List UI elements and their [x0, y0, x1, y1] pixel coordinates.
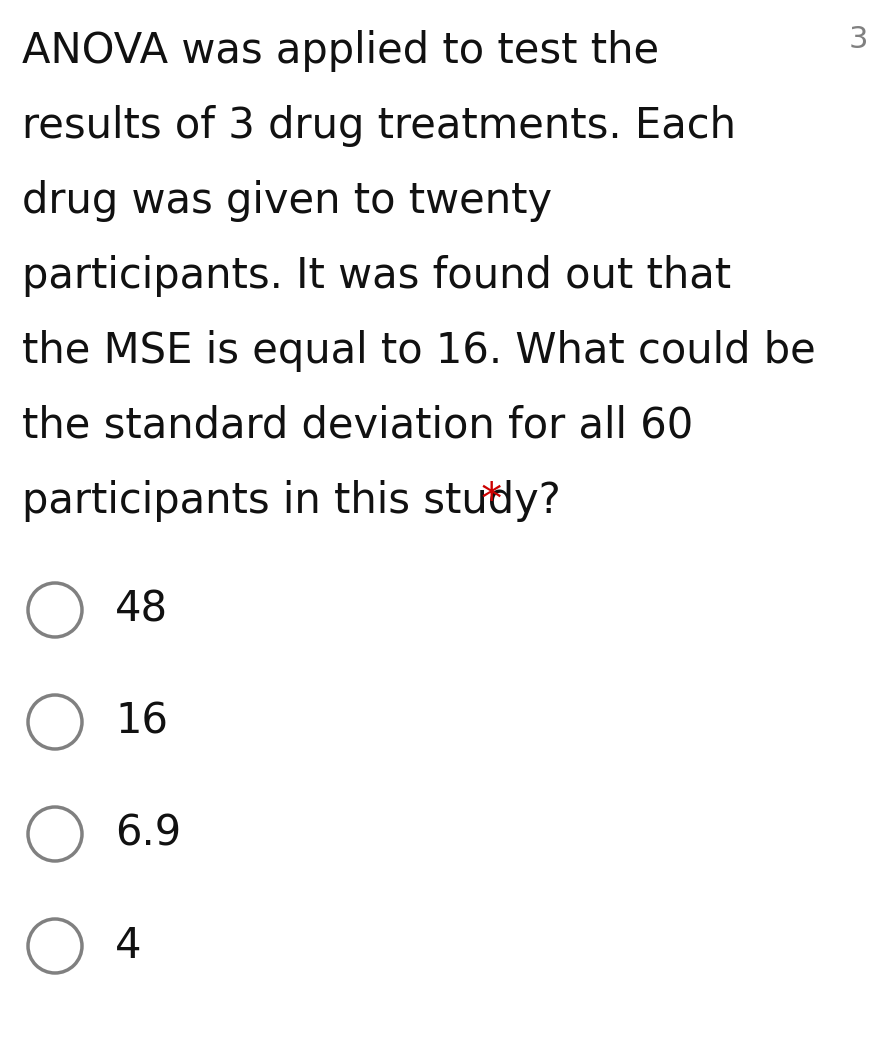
Text: participants in this study?: participants in this study? [22, 480, 561, 522]
Text: *: * [467, 480, 502, 522]
Text: results of 3 drug treatments. Each: results of 3 drug treatments. Each [22, 105, 736, 147]
Text: 16: 16 [115, 701, 168, 743]
Text: 48: 48 [115, 589, 168, 631]
Text: drug was given to twenty: drug was given to twenty [22, 180, 552, 222]
Text: 3: 3 [849, 25, 868, 54]
Text: the standard deviation for all 60: the standard deviation for all 60 [22, 406, 693, 447]
Text: 6.9: 6.9 [115, 813, 181, 855]
Text: 4: 4 [115, 925, 141, 967]
Text: participants. It was found out that: participants. It was found out that [22, 254, 731, 297]
Text: the MSE is equal to 16. What could be: the MSE is equal to 16. What could be [22, 329, 816, 372]
Text: ANOVA was applied to test the: ANOVA was applied to test the [22, 30, 659, 72]
